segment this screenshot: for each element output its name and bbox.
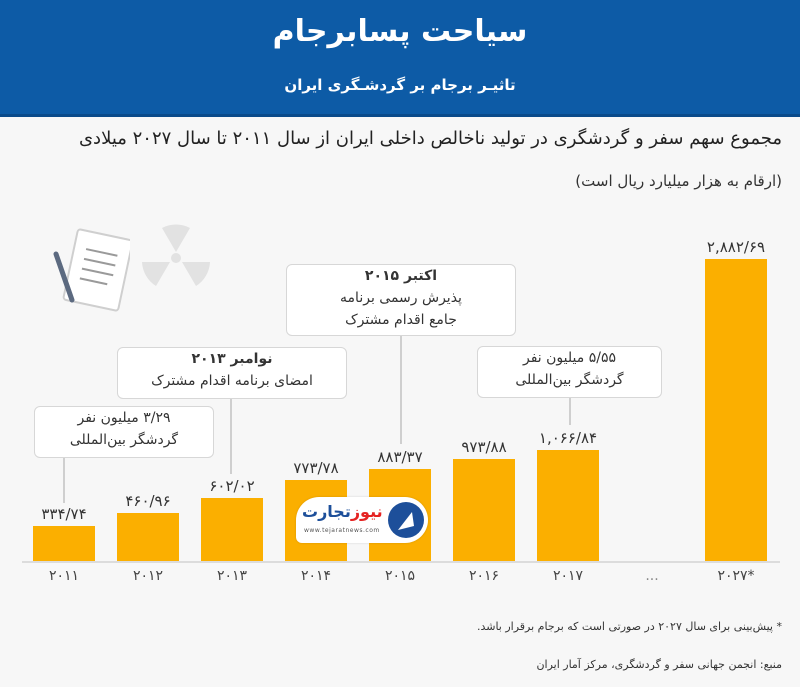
page-subtitle: تاثیـر برجام بر گردشـگری ایران [284, 76, 516, 94]
header-banner: سیاحت پسابرجام تاثیـر برجام بر گردشـگری … [0, 0, 800, 117]
x-tick-2027: ۲۰۲۷* [717, 568, 755, 584]
logo-emblem-icon [388, 502, 424, 538]
logo-name-blue: تجارت [302, 502, 351, 521]
logo-url: www.tejaratnews.com [304, 527, 380, 534]
callout-2013-jcpoa-signing: نوامبر ۲۰۱۳ امضای برنامه اقدام مشترک [117, 347, 347, 399]
bar-value-2011: ۳۳۴/۷۴ [41, 505, 87, 523]
x-tick-2017: ۲۰۱۷ [552, 568, 584, 584]
bar-2017 [537, 450, 599, 562]
source-note: منبع: انجمن جهانی سفر و گردشگری، مرکز آم… [536, 658, 782, 671]
chart-unit-note: (ارقام به هزار میلیارد ریال است) [575, 172, 782, 190]
forecast-footnote: * پیش‌بینی برای سال ۲۰۲۷ در صورتی است که… [476, 620, 782, 633]
x-tick-2015: ۲۰۱۵ [384, 568, 416, 584]
bar-2027 [705, 259, 767, 562]
callout-leader-2017 [569, 397, 571, 425]
x-tick-2016: ۲۰۱۶ [468, 568, 500, 584]
callout-2015-jcpoa-adoption: اکتبر ۲۰۱۵ پذیرش رسمی برنامه جامع اقدام … [286, 264, 516, 336]
bar-value-2015: ۸۸۳/۳۷ [377, 448, 423, 466]
radiation-icon [142, 224, 210, 286]
bar-2011 [33, 526, 95, 562]
bar-value-2014: ۷۷۳/۷۸ [293, 459, 339, 477]
tejaratnews-logo: نیوزتجارت www.tejaratnews.com [296, 497, 428, 543]
chart-title: مجموع سهم سفر و گردشگری در تولید ناخالص … [78, 128, 782, 149]
document-pen-icon [53, 228, 130, 312]
bar-2012 [117, 513, 179, 562]
bar-value-2013: ۶۰۲/۰۲ [209, 477, 255, 495]
callout-leader-2011 [63, 457, 65, 503]
bar-value-2017: ۱,۰۶۶/۸۴ [538, 429, 598, 447]
x-tick-ellipsis: ... [645, 568, 659, 584]
x-tick-2011: ۲۰۱۱ [48, 568, 80, 584]
callout-leader-2013 [230, 398, 232, 474]
page-title: سیاحت پسابرجام [272, 14, 528, 49]
x-tick-2012: ۲۰۱۲ [132, 568, 164, 584]
x-tick-2013: ۲۰۱۳ [216, 568, 248, 584]
bar-value-2027: ۲,۸۸۲/۶۹ [706, 238, 766, 256]
bar-value-2012: ۴۶۰/۹۶ [125, 492, 171, 510]
bar-2016 [453, 459, 515, 562]
bar-value-2016: ۹۷۳/۸۸ [461, 438, 507, 456]
x-axis-line [22, 561, 780, 563]
bar-2013 [201, 498, 263, 562]
x-tick-2014: ۲۰۱۴ [300, 568, 332, 584]
callout-leader-2015 [400, 334, 402, 444]
logo-name-red: نیوز [350, 502, 383, 521]
callout-2017-tourists: ۵/۵۵ میلیون نفر گردشگر بین‌المللی [477, 346, 662, 398]
callout-2011-tourists: ۳/۲۹ میلیون نفر گردشگر بین‌المللی [34, 406, 214, 458]
